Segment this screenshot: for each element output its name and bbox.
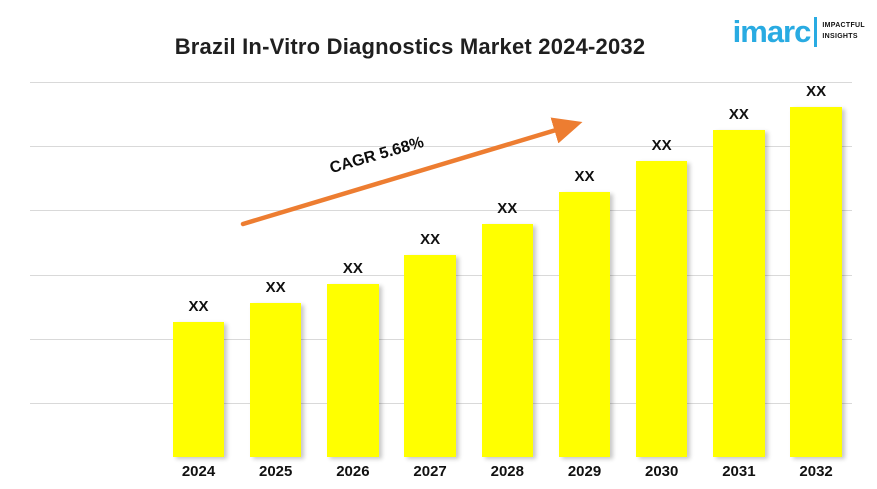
bar-group-2031: XX 2031 <box>713 106 765 480</box>
imarc-logo-text: imarc <box>732 14 812 49</box>
x-axis-label-2026: 2026 <box>336 463 370 480</box>
bar-value-label: XX <box>806 83 827 100</box>
x-axis-label-2030: 2030 <box>645 463 679 480</box>
bar-group-2027: XX 2027 <box>404 231 456 480</box>
bar-value-label: XX <box>265 279 286 296</box>
x-axis-label-2029: 2029 <box>567 463 602 480</box>
bar-value-label: XX <box>728 106 749 123</box>
bar-value-label: XX <box>188 298 209 315</box>
bar-value-label: XX <box>342 260 363 277</box>
logo-divider <box>814 16 818 47</box>
bar-group-2030: XX 2030 <box>635 137 688 480</box>
logo-tagline: IMPACTFUL INSIGHTS <box>822 21 865 41</box>
cagr-annotation: CAGR 5.68% <box>327 133 426 178</box>
bar-value-label: XX <box>420 231 441 248</box>
bar-group-2029: XX 2029 <box>558 168 611 480</box>
bar-2030 <box>635 161 688 457</box>
bar-2028 <box>481 224 534 457</box>
bar-2029 <box>558 192 611 457</box>
bar-2027 <box>404 255 456 457</box>
bar-value-label: XX <box>574 168 595 185</box>
bar-value-label: XX <box>651 137 672 154</box>
x-axis-label-2031: 2031 <box>722 463 756 480</box>
logo-tagline-line2: INSIGHTS <box>822 32 858 40</box>
bar-group-2024: XX 2024 <box>172 298 225 480</box>
logo-tagline-line1: IMPACTFUL <box>822 22 865 30</box>
x-axis-label-2024: 2024 <box>181 463 216 480</box>
bar-group-2025: XX 2025 <box>249 279 302 480</box>
bar-2025 <box>249 303 302 457</box>
bar-value-label: XX <box>497 200 518 217</box>
bar-group-2026: XX 2026 <box>327 260 379 480</box>
x-axis-label-2032: 2032 <box>799 463 833 480</box>
bar-2031 <box>713 130 765 457</box>
gridline <box>30 82 852 83</box>
bar-2026 <box>327 284 379 457</box>
bar-2032 <box>790 107 842 457</box>
x-axis-label-2027: 2027 <box>413 463 447 480</box>
x-axis-label-2028: 2028 <box>490 463 524 480</box>
x-axis-label-2025: 2025 <box>259 463 293 480</box>
bar-group-2032: XX 2032 <box>790 83 842 480</box>
page-title: Brazil In-Vitro Diagnostics Market 2024-… <box>174 34 646 59</box>
bar-2024 <box>172 322 225 457</box>
imarc-logo: imarc IMPACTFUL INSIGHTS <box>733 16 865 47</box>
bar-group-2028: XX 2028 <box>481 200 534 480</box>
